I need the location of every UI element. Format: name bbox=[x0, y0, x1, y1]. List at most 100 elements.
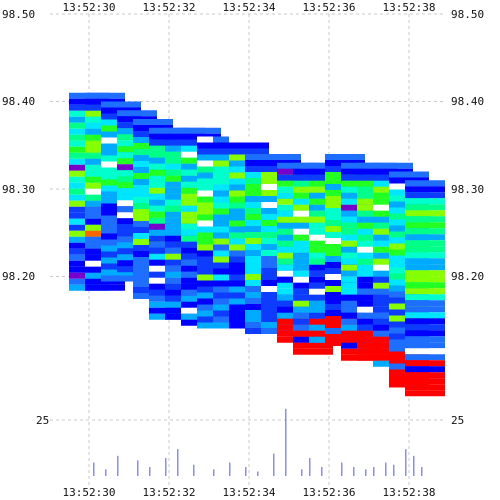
volume-bar bbox=[117, 455, 119, 476]
volume-bar bbox=[273, 453, 275, 476]
volume-bar bbox=[105, 469, 107, 476]
heatmap-cell bbox=[405, 348, 445, 355]
y-tick-label-left: 98.50 bbox=[2, 8, 35, 21]
heatmap-cell bbox=[405, 282, 445, 289]
heatmap-cell bbox=[373, 162, 413, 169]
heatmap-cell bbox=[405, 384, 445, 391]
heatmap-layer bbox=[69, 92, 445, 397]
heatmap-cell bbox=[405, 378, 445, 385]
volume-bar bbox=[245, 467, 247, 476]
y-tick-label-right: 98.30 bbox=[451, 183, 484, 196]
y-tick-label-left: 98.30 bbox=[2, 183, 35, 196]
heatmap-cell bbox=[405, 294, 445, 301]
y-tick-label-right: 98.50 bbox=[451, 8, 484, 21]
heatmap-cell bbox=[405, 264, 445, 271]
volume-bar bbox=[229, 462, 231, 476]
x-tick-label-bottom: 13:52:30 bbox=[63, 486, 116, 499]
heatmap-cell bbox=[405, 246, 445, 253]
heatmap-cell bbox=[405, 204, 445, 211]
heatmap-cell bbox=[405, 300, 445, 307]
heatmap-cell bbox=[405, 234, 445, 241]
volume-bar bbox=[137, 460, 139, 476]
y-tick-label-right: 98.40 bbox=[451, 95, 484, 108]
heatmap-cell bbox=[405, 186, 445, 193]
heatmap-cell bbox=[85, 92, 125, 99]
heatmap-cell bbox=[101, 269, 141, 276]
volume-bar bbox=[413, 455, 415, 476]
heatmap-cell bbox=[405, 240, 445, 247]
heatmap-cell bbox=[405, 228, 445, 235]
x-tick-label-bottom: 13:52:32 bbox=[143, 486, 196, 499]
x-tick-label-bottom: 13:52:34 bbox=[223, 486, 276, 499]
y-tick-label-left: 98.40 bbox=[2, 95, 35, 108]
volume-bar bbox=[421, 467, 423, 476]
heatmap-cell bbox=[405, 360, 445, 367]
heatmap-cell bbox=[229, 148, 269, 155]
heatmap-cell bbox=[405, 288, 445, 295]
heatmap-cell bbox=[405, 390, 445, 397]
y-tick-label-right: 98.20 bbox=[451, 270, 484, 283]
y-tick-label-left: 98.20 bbox=[2, 270, 35, 283]
volume-bar bbox=[321, 467, 323, 476]
x-tick-label-top: 13:52:32 bbox=[143, 1, 196, 14]
heatmap-cell bbox=[405, 276, 445, 283]
x-tick-label-top: 13:52:30 bbox=[63, 1, 116, 14]
volume-bar bbox=[373, 467, 375, 476]
volume-bar bbox=[393, 464, 395, 476]
heatmap-cell bbox=[405, 216, 445, 223]
volume-bar bbox=[341, 462, 343, 476]
heatmap-cell bbox=[117, 110, 157, 117]
heatmap-cell bbox=[133, 119, 173, 125]
heatmap-cell bbox=[325, 154, 365, 160]
volume-bar bbox=[405, 449, 407, 476]
heatmap-cell bbox=[389, 171, 429, 178]
heatmap-cell bbox=[405, 252, 445, 259]
volume-bar bbox=[365, 469, 367, 476]
heatmap-cell bbox=[293, 348, 333, 355]
x-tick-label-top: 13:52:34 bbox=[223, 1, 276, 14]
heatmap-cell bbox=[405, 222, 445, 229]
volume-bar bbox=[213, 469, 215, 476]
heatmap-cell bbox=[85, 284, 125, 291]
heatmap-cell bbox=[405, 330, 445, 337]
volume-y-tick-label-left: 25 bbox=[36, 414, 49, 427]
heatmap-cell bbox=[181, 127, 221, 134]
volume-y-tick-label-right: 25 bbox=[451, 414, 464, 427]
x-tick-label-top: 13:52:36 bbox=[303, 1, 356, 14]
heatmap-cell bbox=[229, 142, 269, 149]
heatmap-cell bbox=[405, 366, 445, 373]
x-tick-label-top: 13:52:38 bbox=[383, 1, 436, 14]
volume-bar bbox=[385, 462, 387, 476]
x-tick-label-bottom: 13:52:36 bbox=[303, 486, 356, 499]
heatmap-cell bbox=[405, 270, 445, 277]
x-tick-label-bottom: 13:52:38 bbox=[383, 486, 436, 499]
heatmap-cell bbox=[405, 312, 445, 319]
heatmap-cell bbox=[405, 372, 445, 379]
heatmap-cell bbox=[85, 278, 125, 285]
volume-bar bbox=[149, 467, 151, 476]
volume-bar bbox=[285, 408, 287, 476]
heatmap-cell bbox=[101, 101, 141, 108]
heatmap-cell bbox=[405, 192, 445, 199]
heatmap-cell bbox=[261, 154, 301, 160]
heatmap-cell bbox=[101, 275, 141, 282]
heatmap-cell bbox=[405, 336, 445, 343]
heatmap-cell bbox=[405, 318, 445, 325]
heatmap-cell bbox=[405, 306, 445, 313]
heatmap-cell bbox=[229, 136, 269, 143]
heatmap-cell bbox=[405, 324, 445, 331]
heatmap-cell bbox=[405, 354, 445, 361]
heatmap-cell bbox=[405, 198, 445, 205]
volume-bar bbox=[301, 469, 303, 476]
volume-bar bbox=[309, 458, 311, 476]
volume-bar bbox=[165, 458, 167, 476]
volume-bar bbox=[257, 471, 259, 476]
volume-layer bbox=[93, 408, 423, 476]
heatmap-cell bbox=[405, 342, 445, 349]
volume-bar bbox=[353, 467, 355, 476]
heatmap-cell bbox=[405, 180, 445, 187]
volume-bar bbox=[93, 462, 95, 476]
heatmap-cell bbox=[405, 258, 445, 265]
volume-bar bbox=[193, 464, 195, 476]
